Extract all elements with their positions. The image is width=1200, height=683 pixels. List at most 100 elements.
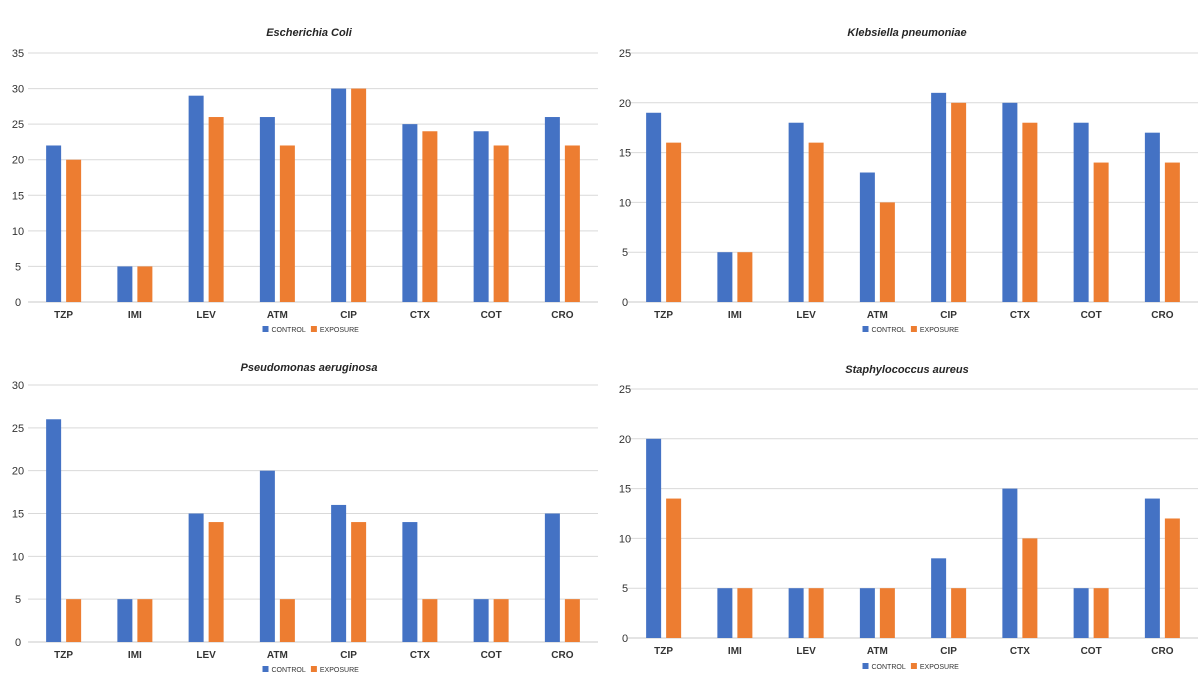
bar-control-cip	[331, 88, 347, 302]
bar-control-imi	[717, 588, 733, 638]
bar-exposure-atm	[879, 588, 895, 638]
y-tick-label: 5	[15, 594, 21, 606]
bar-exposure-lev	[808, 142, 824, 302]
bar-control-cot	[473, 599, 489, 642]
y-tick-label: 20	[619, 98, 631, 110]
x-category-label: TZP	[654, 310, 673, 321]
bar-exposure-cot	[493, 599, 509, 642]
bar-control-cro	[1144, 498, 1160, 638]
y-tick-label: 10	[12, 226, 24, 238]
bar-exposure-lev	[208, 117, 224, 303]
y-tick-label: 20	[12, 466, 24, 478]
y-tick-label: 5	[622, 583, 628, 595]
bar-exposure-atm	[279, 145, 295, 302]
bar-exposure-atm	[879, 202, 895, 302]
y-tick-label: 10	[12, 551, 24, 563]
x-category-label: LEV	[196, 310, 216, 321]
legend-swatch-exposure	[310, 666, 317, 672]
bar-exposure-ctx	[422, 131, 438, 302]
bar-exposure-tzp	[66, 599, 82, 642]
x-category-label: LEV	[196, 650, 216, 661]
legend-label-exposure: EXPOSURE	[920, 327, 959, 334]
bar-exposure-imi	[137, 266, 153, 302]
legend-swatch-exposure	[910, 326, 917, 332]
x-category-label: IMI	[728, 310, 742, 321]
bar-control-ctx	[1002, 488, 1018, 638]
x-category-label: CIP	[940, 310, 957, 321]
y-tick-label: 25	[12, 119, 24, 131]
x-category-label: IMI	[128, 310, 142, 321]
bar-exposure-tzp	[666, 142, 682, 302]
bar-exposure-cro	[1164, 162, 1180, 302]
y-tick-label: 30	[12, 380, 24, 392]
x-category-label: CIP	[940, 646, 957, 657]
y-tick-label: 15	[12, 190, 24, 202]
bar-control-atm	[259, 117, 275, 303]
x-category-label: CIP	[340, 650, 357, 661]
bar-control-atm	[859, 172, 875, 302]
x-category-label: CTX	[410, 310, 430, 321]
bar-control-tzp	[46, 145, 62, 302]
x-category-label: COT	[481, 310, 502, 321]
bar-control-cot	[473, 131, 489, 302]
x-category-label: CIP	[340, 310, 357, 321]
chart-panel-pseudomonas-aeruginosa: Pseudomonas aeruginosa 0 5 10 15 20 25 30 TZP IM…	[12, 362, 598, 674]
x-category-label: ATM	[867, 310, 888, 321]
legend-label-exposure: EXPOSURE	[920, 664, 959, 671]
legend-swatch-control	[262, 666, 269, 672]
legend-label-exposure: EXPOSURE	[320, 327, 359, 334]
x-category-label: ATM	[267, 310, 288, 321]
bar-exposure-tzp	[666, 498, 682, 638]
bar-exposure-imi	[737, 588, 753, 638]
y-tick-label: 25	[12, 423, 24, 435]
bar-control-tzp	[646, 438, 662, 638]
legend-swatch-exposure	[910, 663, 917, 669]
y-tick-label: 10	[619, 197, 631, 209]
y-tick-label: 25	[619, 48, 631, 60]
legend-label-exposure: EXPOSURE	[320, 667, 359, 674]
bar-control-imi	[117, 599, 133, 642]
y-tick-label: 10	[619, 533, 631, 545]
x-category-label: CTX	[1010, 310, 1030, 321]
y-tick-label: 35	[12, 48, 24, 60]
bar-exposure-imi	[137, 599, 153, 642]
bar-control-lev	[788, 588, 804, 638]
legend-swatch-control	[862, 663, 869, 669]
x-category-label: CRO	[551, 310, 573, 321]
x-category-label: COT	[1081, 646, 1102, 657]
x-category-label: COT	[481, 650, 502, 661]
bar-exposure-cip	[951, 102, 967, 302]
bar-exposure-cot	[493, 145, 509, 302]
chart-title: Escherichia Coli	[266, 27, 353, 39]
legend-label-control: CONTROL	[872, 664, 906, 671]
legend-label-control: CONTROL	[272, 327, 306, 334]
chart-title: Staphylococcus aureus	[845, 364, 969, 376]
bar-control-cro	[1144, 132, 1160, 302]
x-category-label: CRO	[1151, 310, 1173, 321]
x-category-label: CRO	[1151, 646, 1173, 657]
y-tick-label: 5	[622, 247, 628, 259]
bar-control-ctx	[1002, 102, 1018, 302]
legend: CONTROL EXPOSURE	[262, 666, 359, 674]
x-category-label: LEV	[796, 310, 816, 321]
legend-swatch-control	[262, 326, 269, 332]
bar-control-cro	[544, 513, 560, 642]
x-category-label: CRO	[551, 650, 573, 661]
y-tick-label: 25	[619, 384, 631, 396]
bar-control-cip	[331, 504, 347, 642]
x-category-label: IMI	[128, 650, 142, 661]
legend: CONTROL EXPOSURE	[862, 663, 959, 671]
x-category-label: LEV	[796, 646, 816, 657]
y-tick-label: 5	[15, 261, 21, 273]
y-tick-label: 15	[619, 484, 631, 496]
bar-exposure-cip	[351, 88, 367, 302]
chart-panel-staphylococcus-aureus: Staphylococcus aureus 0 5 10 15 20 25 TZP IMI LE…	[619, 364, 1198, 671]
y-tick-label: 0	[15, 297, 21, 309]
x-category-label: TZP	[54, 650, 73, 661]
bar-exposure-cip	[951, 588, 967, 638]
bar-control-atm	[259, 470, 275, 642]
bar-control-tzp	[646, 112, 662, 302]
bar-control-cot	[1073, 588, 1089, 638]
bar-exposure-cot	[1093, 588, 1109, 638]
bar-control-cip	[931, 92, 947, 302]
